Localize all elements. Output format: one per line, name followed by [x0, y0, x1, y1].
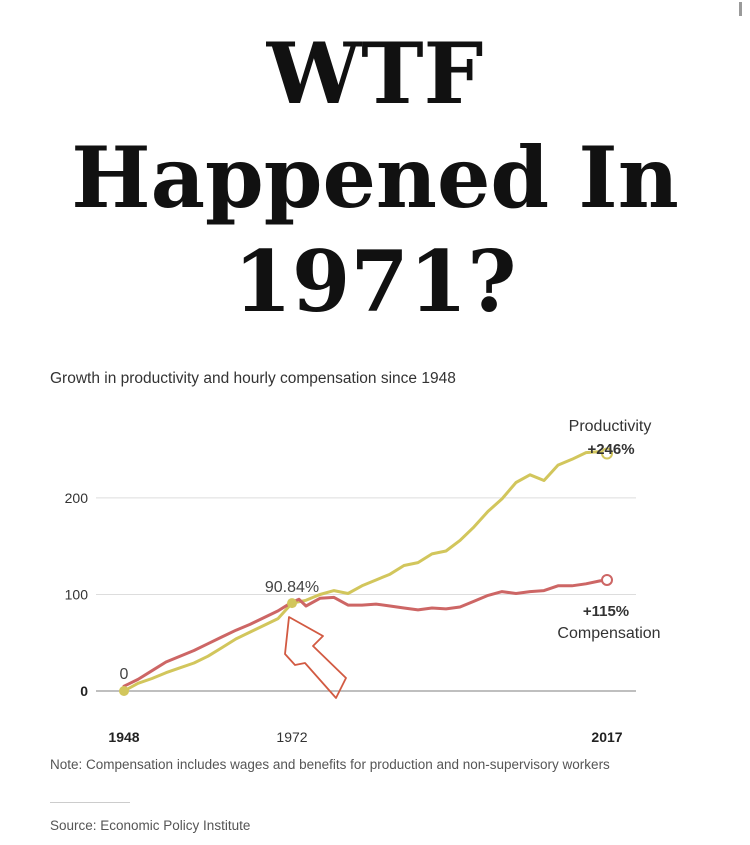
productivity-line [122, 450, 609, 693]
x-tick-label: 1948 [108, 729, 139, 745]
y-tick-label: 0 [80, 683, 88, 699]
chart-title: Growth in productivity and hourly compen… [50, 370, 456, 387]
x-tick-label: 1972 [276, 729, 307, 745]
chart-source: Source: Economic Policy Institute [50, 818, 251, 833]
corner-mark [739, 2, 742, 16]
productivity-end-marker [601, 447, 613, 460]
marker-1972 [287, 598, 297, 609]
annotation-start-value: 0 [120, 666, 129, 683]
compensation-label: Compensation [557, 625, 660, 642]
y-tick-label: 100 [65, 586, 89, 602]
headline-line-3: 1971? [233, 232, 517, 331]
label-layer: 0 100 200 1948 1972 2017 0 90.84% Productivity +2… [65, 418, 661, 745]
compensation-line [122, 578, 609, 688]
headline-line-2: Happened In [71, 128, 679, 227]
pointer-arrow [284, 616, 347, 699]
headline-line-1: WTF [266, 24, 484, 123]
headline: WTF Happened In 1971? [0, 22, 750, 334]
grid-layer [96, 497, 636, 692]
productivity-end-value: +246% [587, 441, 634, 458]
compensation-end-value: +115% [583, 603, 629, 620]
start-marker [119, 686, 129, 696]
chart-note: Note: Compensation includes wages and be… [50, 757, 610, 772]
x-tick-label: 2017 [591, 729, 622, 745]
footer-divider [50, 802, 130, 803]
compensation-end-marker [601, 573, 613, 586]
y-tick-label: 200 [65, 490, 89, 506]
productivity-label: Productivity [569, 418, 652, 435]
annotation-1972-value: 90.84% [265, 579, 319, 596]
series-layer [119, 447, 613, 696]
